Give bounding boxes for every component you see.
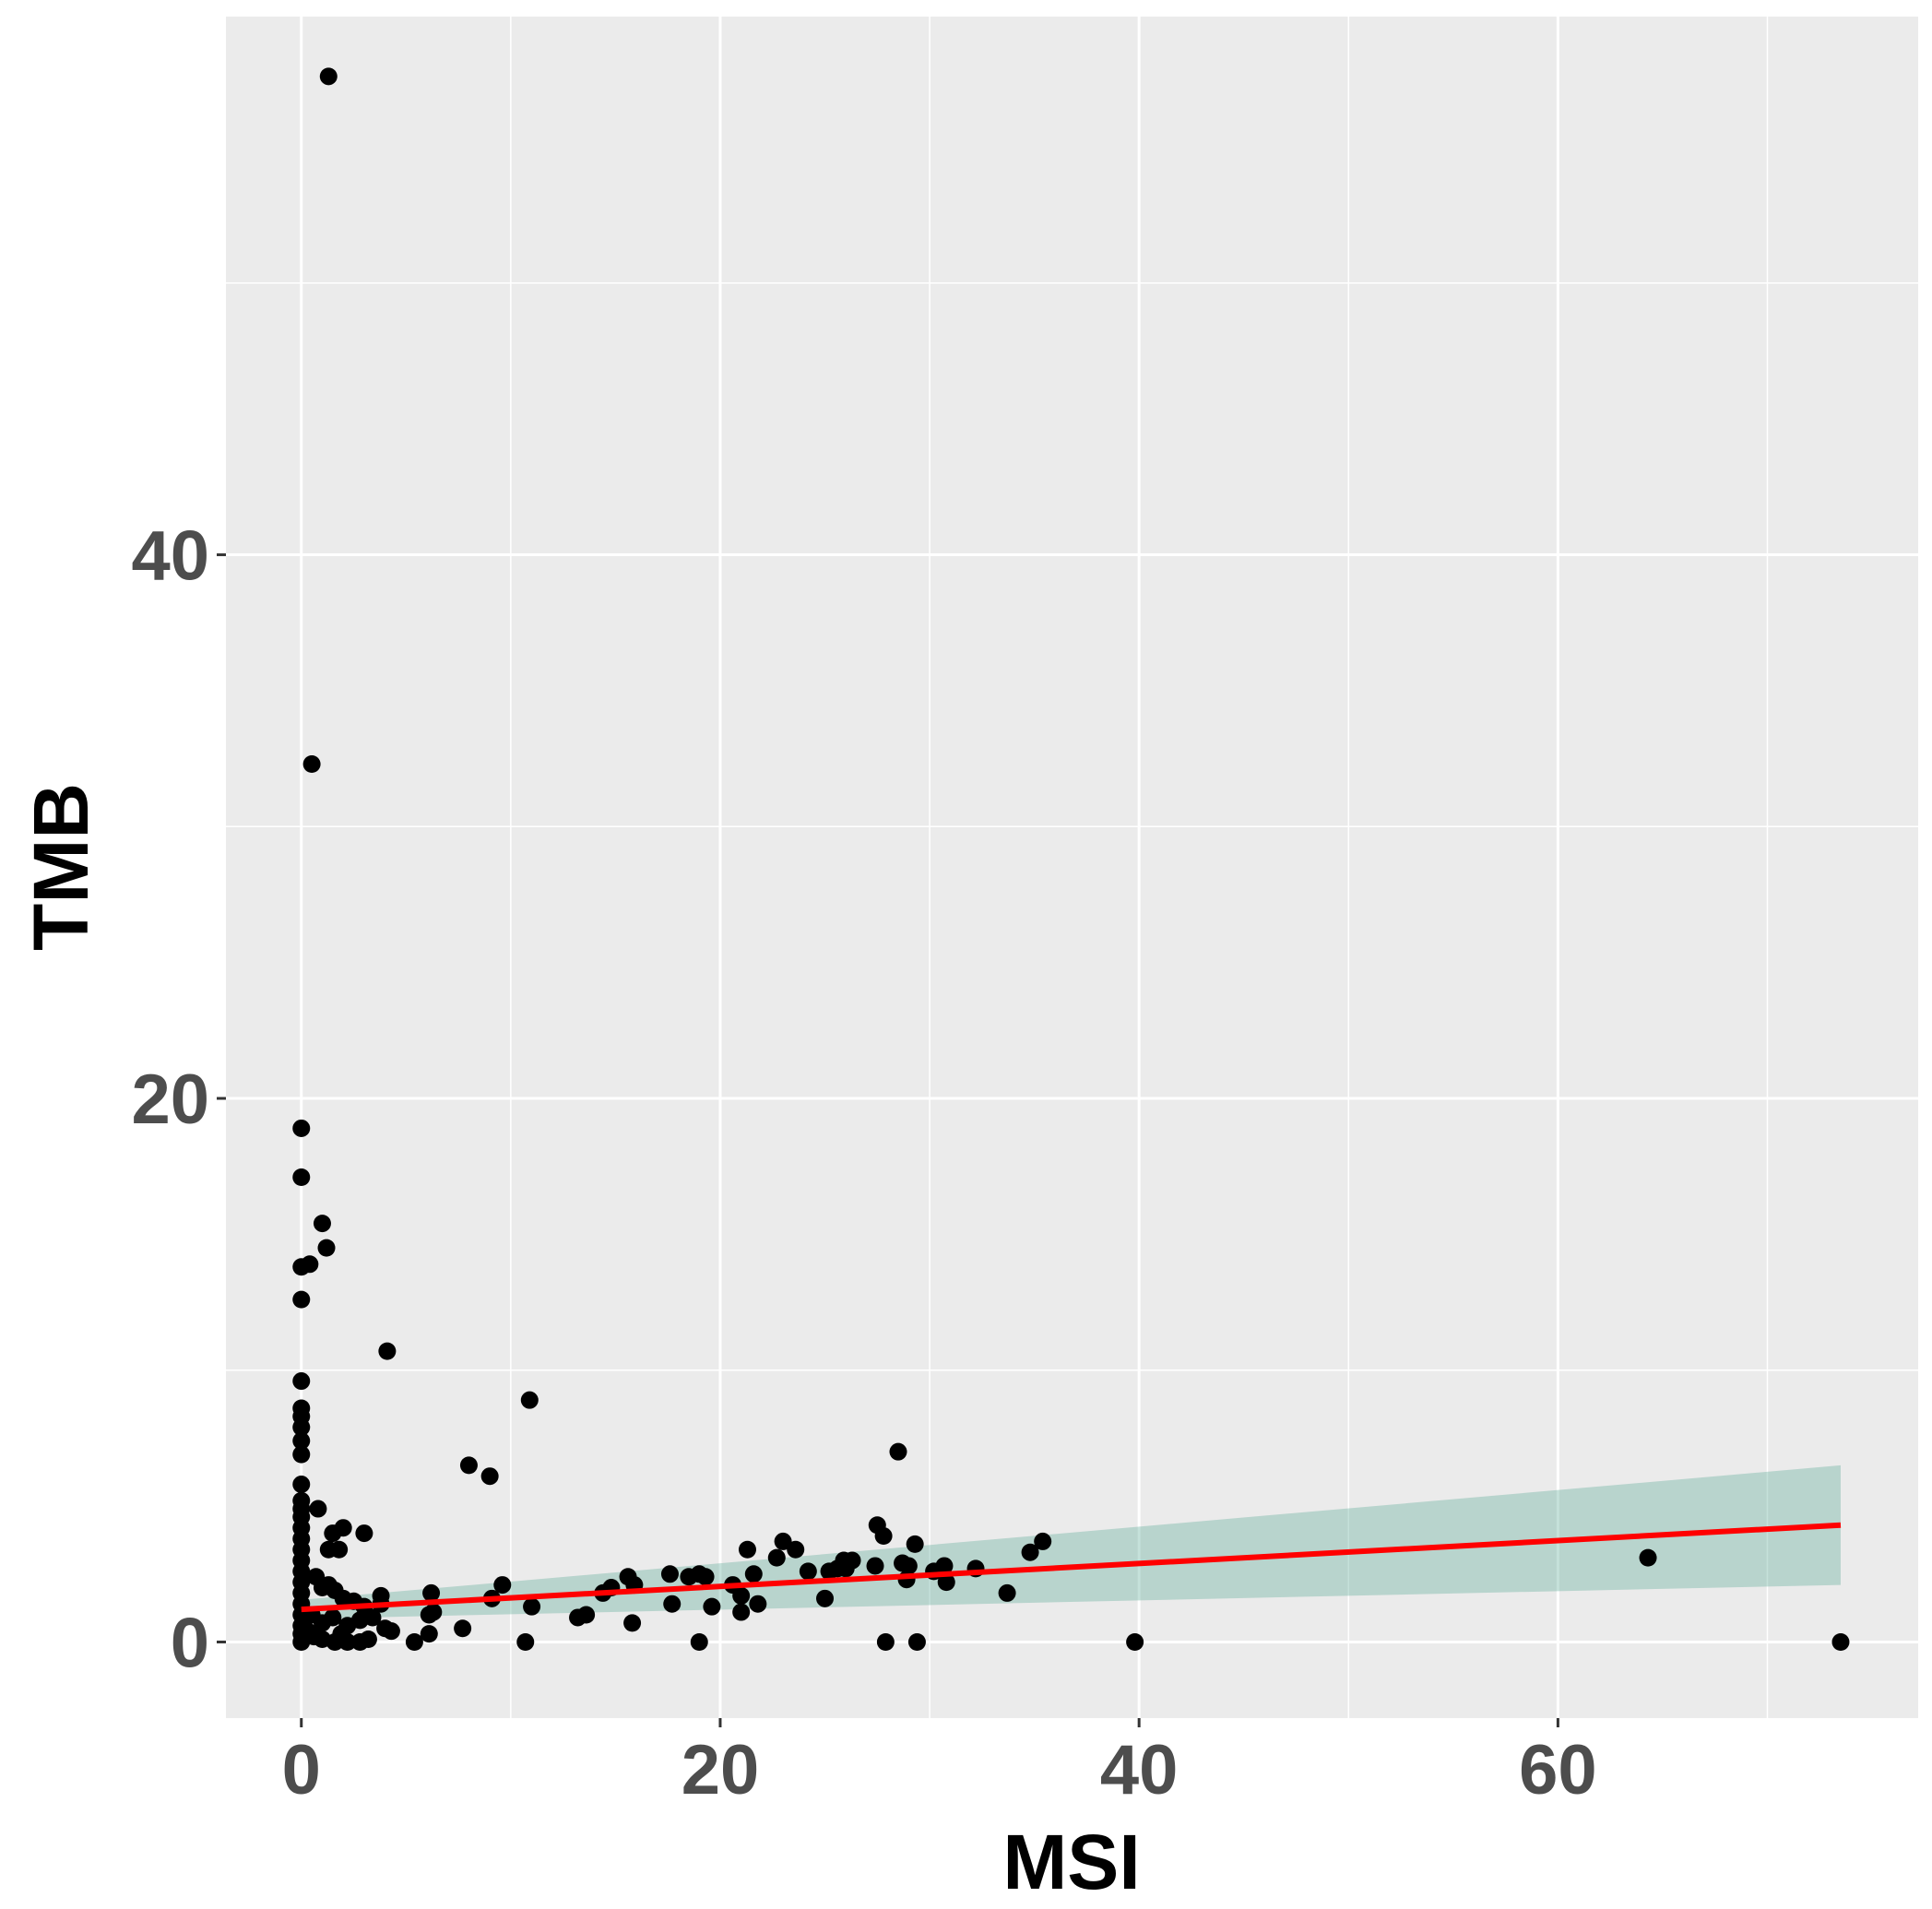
y-tick-label: 0 (171, 1604, 209, 1682)
data-point (319, 67, 338, 86)
data-point (876, 1632, 895, 1651)
axis-ticks (217, 553, 1559, 1727)
data-point (480, 1467, 499, 1486)
data-point (1034, 1532, 1052, 1550)
data-point (816, 1589, 835, 1607)
data-point (292, 1290, 311, 1309)
data-point (696, 1568, 715, 1586)
data-point (1639, 1548, 1657, 1567)
major-gridlines (226, 17, 1918, 1718)
data-point (744, 1565, 763, 1583)
data-point (292, 1119, 311, 1137)
data-point (459, 1456, 478, 1475)
data-point (317, 1239, 336, 1257)
data-point (292, 1476, 311, 1494)
data-point (382, 1622, 400, 1641)
data-point (749, 1595, 767, 1613)
data-point (454, 1619, 472, 1638)
data-point (732, 1603, 751, 1621)
minor-gridlines (226, 17, 1918, 1718)
data-point (422, 1583, 441, 1602)
data-point (292, 1372, 311, 1391)
data-point (292, 1168, 311, 1186)
data-point (309, 1500, 327, 1518)
data-point (577, 1606, 596, 1624)
data-point (703, 1597, 721, 1616)
data-point (516, 1632, 535, 1651)
data-point (767, 1548, 786, 1567)
y-axis-title: TMB (18, 783, 104, 951)
plot-panel (226, 17, 1918, 1718)
data-point (313, 1215, 331, 1233)
data-point (690, 1632, 708, 1651)
data-point (324, 1608, 342, 1627)
x-axis-title: MSI (1002, 1819, 1140, 1905)
data-point (623, 1614, 642, 1632)
x-tick-label: 0 (282, 1731, 321, 1809)
data-point (799, 1562, 817, 1581)
data-point (424, 1603, 443, 1621)
x-tick-label: 20 (682, 1731, 760, 1809)
data-point (998, 1583, 1016, 1602)
data-point (405, 1632, 423, 1651)
data-point (787, 1540, 805, 1559)
data-point (899, 1557, 918, 1575)
data-point (493, 1576, 512, 1595)
regression-line (301, 1522, 1842, 1613)
data-point (660, 1565, 679, 1583)
data-point (906, 1535, 924, 1553)
data-point (732, 1586, 751, 1605)
data-point (299, 1622, 317, 1641)
y-tick-label: 20 (131, 1061, 209, 1139)
data-point (1021, 1543, 1039, 1561)
data-point (866, 1557, 884, 1575)
data-point (907, 1632, 926, 1651)
tick-labels: 0 20 40 60 0 20 40 (131, 517, 1596, 1809)
data-point (937, 1573, 955, 1592)
data-point (520, 1391, 539, 1409)
data-point (378, 1342, 397, 1360)
data-point (420, 1625, 438, 1643)
data-point (843, 1551, 861, 1570)
x-tick-label: 40 (1100, 1731, 1179, 1809)
data-point (292, 1445, 311, 1464)
data-point (874, 1527, 893, 1546)
data-point (355, 1524, 373, 1543)
data-point (292, 1418, 311, 1437)
data-point (774, 1532, 792, 1550)
data-point (332, 1625, 350, 1643)
data-point (935, 1557, 954, 1575)
y-tick-label: 40 (131, 517, 209, 596)
data-point (372, 1586, 390, 1605)
data-point (889, 1442, 907, 1461)
x-tick-label: 60 (1519, 1731, 1597, 1809)
data-point (330, 1540, 349, 1559)
data-point (1126, 1632, 1144, 1651)
data-point (292, 1431, 311, 1450)
data-point (1831, 1632, 1850, 1651)
data-point (663, 1595, 682, 1613)
data-point (363, 1608, 382, 1627)
data-point (359, 1630, 377, 1649)
data-point (302, 755, 321, 774)
data-point (738, 1540, 756, 1559)
data-point (334, 1519, 352, 1537)
data-point (301, 1255, 319, 1274)
data-point (523, 1597, 541, 1616)
